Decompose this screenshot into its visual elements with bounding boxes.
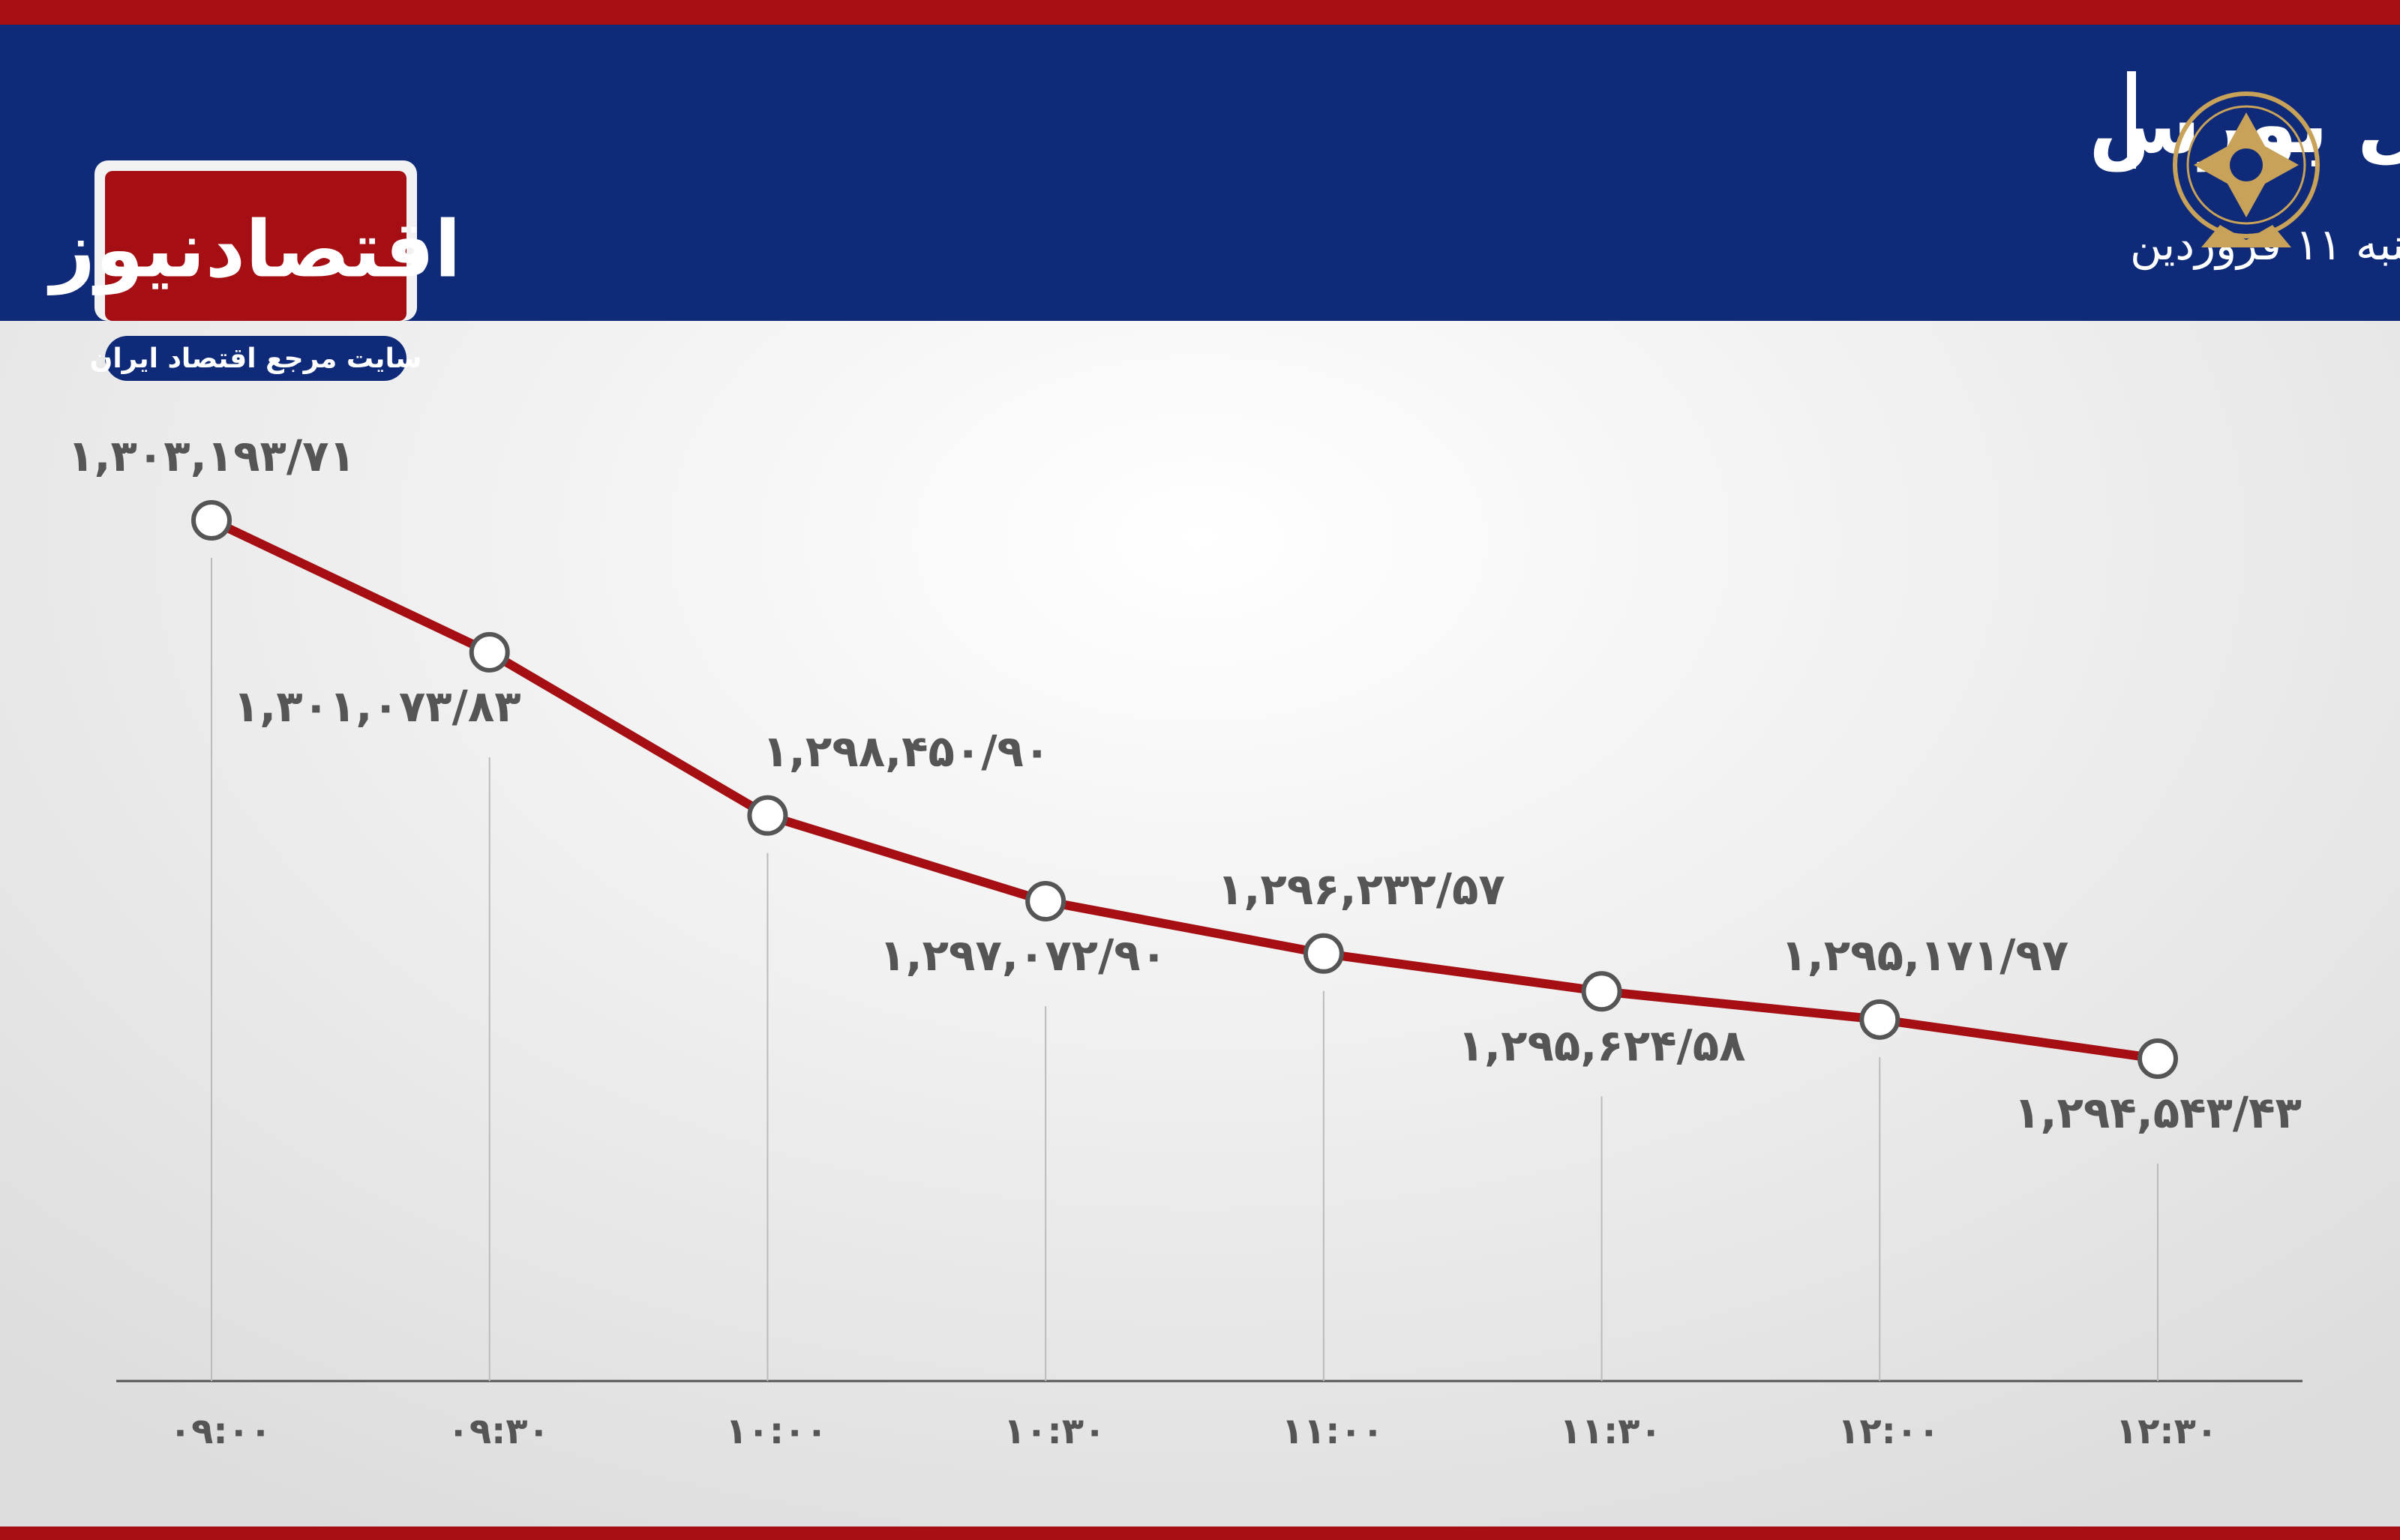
data-label: ۱,۲۹۶,۲۳۲/۵۷ (1217, 864, 1505, 915)
x-tick-label: ۱۰:۰۰ (725, 1410, 827, 1452)
data-label: ۱,۲۹۸,۴۵۰/۹۰ (762, 726, 1050, 777)
x-tick-label: ۱۱:۳۰ (1559, 1410, 1661, 1452)
series-line (209, 516, 2158, 1063)
data-label: ۱,۳۰۱,۰۷۳/۸۳ (233, 681, 521, 732)
point (1303, 933, 1344, 974)
data-label: ۱,۲۹۵,۶۲۴/۵۸ (1458, 1020, 1746, 1071)
x-tick-label: ۰۹:۰۰ (170, 1410, 272, 1452)
brand-logo: اقتصادنیوز سایت مرجع اقتصاد ایران (46, 160, 461, 381)
point (2138, 1038, 2178, 1079)
x-tick-label: ۱۲:۳۰ (2116, 1410, 2218, 1452)
point (1581, 971, 1622, 1012)
x-tick-label: ۰۹:۳۰ (448, 1410, 550, 1452)
point (747, 795, 788, 836)
brand-tagline: سایت مرجع اقتصاد ایران (90, 343, 422, 374)
x-tick-label: ۱۰:۳۰ (1004, 1410, 1106, 1452)
point (1025, 881, 1066, 922)
x-tick-label: ۱۱:۰۰ (1282, 1410, 1384, 1452)
bottom-stripe (0, 1527, 2400, 1540)
data-label: ۱,۲۹۴,۵۴۳/۴۳ (2014, 1087, 2302, 1138)
top-stripe (0, 0, 2400, 25)
point (1859, 999, 1900, 1040)
title-divider (2127, 71, 2136, 169)
exchange-logo (2173, 91, 2320, 247)
point (191, 500, 232, 541)
data-label: ۱,۲۹۵,۱۷۱/۹۷ (1780, 930, 2068, 981)
point (469, 631, 510, 673)
data-label: ۱,۳۰۳,۱۹۳/۷۱ (68, 430, 356, 481)
data-label: ۱,۲۹۷,۰۷۲/۹۰ (879, 930, 1167, 981)
brand-name: اقتصادنیوز (46, 203, 461, 295)
x-tick-label: ۱۲:۰۰ (1838, 1410, 1940, 1452)
